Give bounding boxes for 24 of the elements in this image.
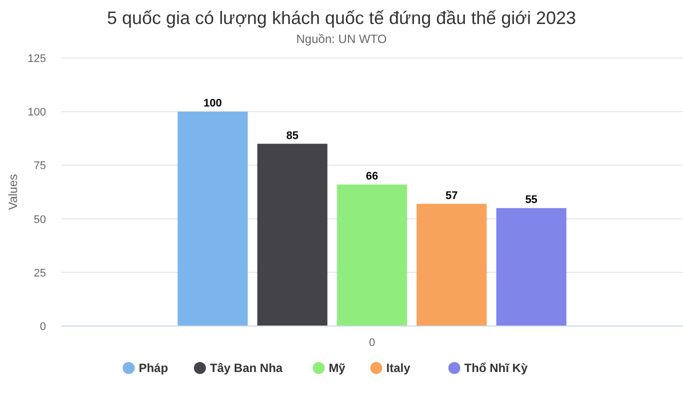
data-label: 85 [286, 130, 298, 142]
bar [336, 184, 408, 326]
y-tick-label: 50 [34, 214, 46, 226]
legend-label: Mỹ [328, 361, 346, 375]
legend-label: Tây Ban Nha [210, 361, 283, 375]
bar [496, 208, 566, 326]
y-tick-label: 100 [28, 106, 46, 119]
y-tick-label: 0 [40, 321, 46, 333]
legend-label: Italy [386, 361, 411, 375]
y-axis-title: Values [6, 174, 20, 210]
data-label: 66 [366, 170, 378, 182]
data-label: 57 [446, 190, 458, 202]
chart-subtitle: Nguồn: UN WTO [296, 32, 387, 46]
bar [178, 112, 248, 326]
data-label: 100 [203, 98, 222, 110]
y-tick-label: 25 [34, 267, 46, 280]
data-label: 55 [525, 194, 538, 206]
legend-label: Pháp [138, 361, 168, 375]
legend-label: Thổ Nhĩ Kỳ [464, 361, 528, 375]
bar [416, 204, 487, 326]
y-tick-label: 125 [28, 53, 46, 65]
y-tick-label: 75 [34, 160, 46, 172]
bar [257, 144, 328, 326]
chart-title: 5 quốc gia có lượng khách quốc tế đứng đầu thế giới 2023 [106, 8, 576, 28]
